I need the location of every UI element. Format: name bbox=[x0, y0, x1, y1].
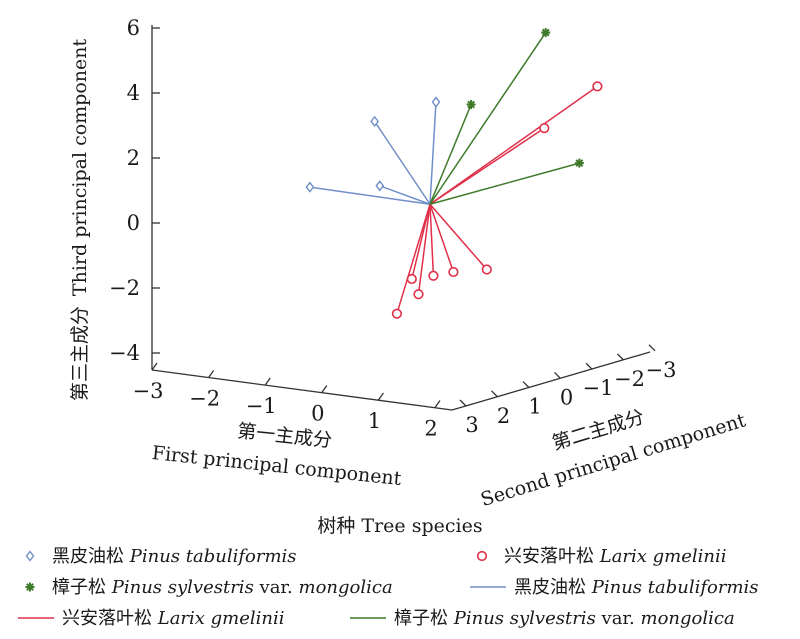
z-tick-label: −4 bbox=[109, 341, 140, 365]
data-point bbox=[539, 123, 550, 134]
z-axis: −4 −2 0 2 4 6 第三主成分 Third principal component bbox=[69, 16, 160, 401]
x-tick-label: 2 bbox=[424, 417, 437, 441]
data-point bbox=[391, 308, 403, 319]
data-point bbox=[406, 273, 417, 285]
loading-line bbox=[379, 185, 431, 205]
z-axis-title: 第三主成分 Third principal component bbox=[69, 39, 91, 402]
loading-line bbox=[429, 32, 547, 205]
legend-label: 兴安落叶松 Larix gmelinii bbox=[62, 608, 285, 629]
legend-marker bbox=[476, 550, 488, 562]
data-point bbox=[431, 96, 441, 108]
legend-label: 樟子松 Pinus sylvestris var. mongolica bbox=[394, 608, 735, 629]
data-point bbox=[448, 266, 459, 278]
legend-marker bbox=[25, 550, 35, 562]
x-tick-label: 0 bbox=[311, 402, 324, 426]
legend-item: 黑皮油松 Pinus tabuliformis bbox=[25, 546, 297, 567]
z-axis-title-en: Third principal component bbox=[69, 39, 91, 297]
loading-line bbox=[396, 204, 431, 314]
data-point bbox=[592, 81, 603, 92]
x-tick-label: 1 bbox=[368, 409, 381, 433]
z-tick-label: −2 bbox=[109, 276, 140, 300]
loading-line bbox=[417, 204, 431, 295]
legend-item: 樟子松 Pinus sylvestris var. mongolica bbox=[25, 577, 393, 598]
loading-line bbox=[429, 162, 580, 205]
data-point bbox=[481, 264, 492, 275]
y-tick-label: 3 bbox=[465, 413, 478, 437]
data-point bbox=[574, 158, 584, 168]
y-tick-label: −1 bbox=[583, 376, 614, 400]
legend-label: 黑皮油松 Pinus tabuliformis bbox=[514, 577, 759, 598]
data-point bbox=[305, 181, 315, 193]
z-tick-label: 0 bbox=[127, 211, 140, 235]
legend-item: 兴安落叶松 Larix gmelinii bbox=[18, 608, 285, 629]
legend-title: 树种 Tree species bbox=[317, 515, 482, 537]
data-point bbox=[375, 180, 385, 192]
loading-markers bbox=[305, 28, 603, 319]
legend-marker bbox=[25, 582, 35, 592]
y-tick-label: 1 bbox=[528, 395, 541, 419]
legend-label: 兴安落叶松 Larix gmelinii bbox=[504, 546, 727, 567]
data-point bbox=[413, 289, 424, 300]
legend-item: 樟子松 Pinus sylvestris var. mongolica bbox=[350, 608, 735, 629]
data-point bbox=[541, 28, 551, 38]
loading-line bbox=[429, 102, 437, 205]
legend: 树种 Tree species 黑皮油松 Pinus tabuliformis 兴… bbox=[18, 515, 759, 629]
loading-line bbox=[429, 204, 435, 276]
y-tick-label: −2 bbox=[614, 367, 645, 391]
loading-line bbox=[429, 203, 488, 271]
loading-line bbox=[429, 204, 455, 273]
y-tick-label: −3 bbox=[646, 358, 677, 382]
loading-lines bbox=[309, 32, 598, 314]
x-tick-label: −1 bbox=[246, 394, 277, 418]
legend-label: 黑皮油松 Pinus tabuliformis bbox=[52, 546, 297, 567]
x-tick-label: −2 bbox=[189, 387, 220, 411]
x-axis-title-en: First principal component bbox=[151, 442, 403, 490]
loading-line bbox=[373, 120, 431, 205]
data-point bbox=[466, 100, 476, 109]
x-axis: −3 −2 −1 0 1 2 第一主成分 First principal componen… bbox=[133, 362, 453, 490]
loading-line bbox=[429, 104, 472, 205]
loading-line bbox=[429, 85, 598, 205]
x-tick-label: −3 bbox=[133, 379, 164, 403]
legend-item: 兴安落叶松 Larix gmelinii bbox=[476, 546, 727, 567]
legend-item: 黑皮油松 Pinus tabuliformis bbox=[470, 577, 759, 598]
z-tick-label: 2 bbox=[127, 146, 140, 170]
z-tick-label: 6 bbox=[127, 16, 140, 40]
z-axis-title-cn: 第三主成分 bbox=[69, 306, 91, 401]
data-point bbox=[370, 115, 379, 128]
data-point bbox=[428, 270, 439, 281]
y-axis: 3 2 1 0 −1 −2 −3 第二主成分 Second principal compon… bbox=[451, 344, 749, 511]
legend-label: 樟子松 Pinus sylvestris var. mongolica bbox=[52, 577, 393, 598]
y-tick-label: 2 bbox=[497, 404, 510, 428]
loading-line bbox=[309, 186, 431, 205]
y-tick-label: 0 bbox=[560, 385, 573, 409]
z-tick-label: 4 bbox=[127, 81, 140, 105]
